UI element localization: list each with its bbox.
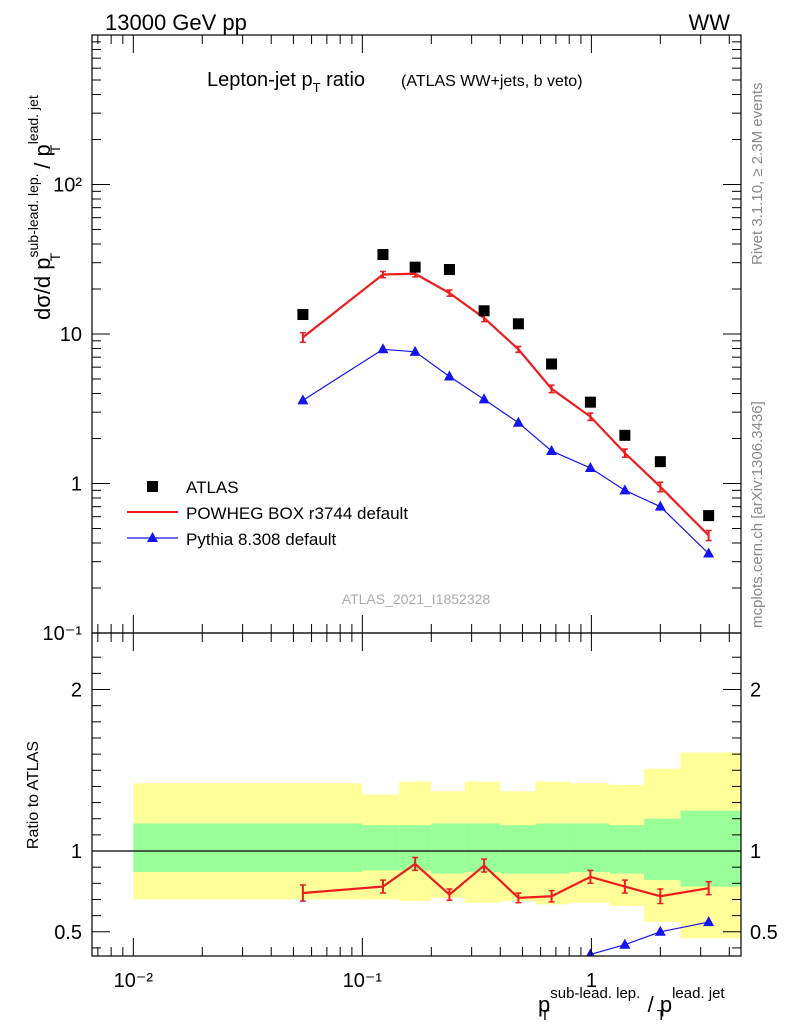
uncertainty-band-inner: [680, 810, 741, 887]
atlas-point: [297, 309, 309, 321]
pythia-point: [546, 444, 558, 455]
pythia-point: [377, 343, 389, 354]
ratio-pythia-point: [410, 963, 421, 973]
atlas-point: [478, 305, 490, 317]
y-label-slash: / p: [30, 144, 55, 175]
pythia-point: [512, 416, 524, 427]
atlas-point: [377, 249, 389, 261]
uncertainty-band-inner: [569, 823, 610, 873]
ratio-pythia-point: [654, 925, 666, 936]
atlas-point: [703, 510, 715, 522]
main-y-tick-label: 10: [60, 324, 82, 346]
ratio-y-tick-label-right: 2: [750, 680, 761, 702]
mcplots-label: mcplots.cern.ch [arXiv:1306.3436]: [749, 401, 766, 628]
legend-marker-atlas: [147, 481, 158, 492]
ratio-pythia-line: [584, 921, 709, 956]
ratio-pythia-point: [444, 976, 455, 986]
y-label-d: dσ/d p: [30, 257, 55, 320]
main-axis-ticks: [92, 35, 741, 634]
x-label-sub2: T: [657, 1007, 666, 1024]
ratio-pythia-point: [479, 965, 490, 975]
energy-label: 13000 GeV pp: [105, 10, 247, 35]
atlas-point: [619, 429, 631, 441]
x-label-p1: p: [538, 992, 550, 1017]
plot-title-sub: T: [313, 80, 321, 95]
legend-label-pythia: Pythia 8.308 default: [186, 530, 337, 549]
y-label-sup2: lead. jet: [25, 95, 41, 144]
plot-title-tail: ratio: [321, 69, 365, 91]
atlas-point: [654, 456, 666, 468]
x-label-sup2: lead. jet: [672, 985, 725, 1002]
plot-subtitle: (ATLAS WW+jets, b veto): [401, 73, 583, 90]
main-y-label: dσ/d psub-lead. lep. T / plead. jet T: [25, 95, 63, 320]
y-label-sub1: T: [47, 252, 63, 261]
process-label: WW: [688, 10, 730, 35]
pythia-point: [443, 370, 455, 381]
main-y-tick-label: 10²: [53, 175, 82, 197]
uncertainty-band-inner: [133, 823, 363, 873]
uncertainty-band-inner: [464, 823, 501, 873]
ratio-panel: 0.5 0.5 1 1 2 2 10⁻² 10⁻¹ 1: [54, 632, 778, 992]
rivet-label: Rivet 3.1.10, ≥ 2.3M events: [749, 83, 766, 266]
main-panel: 10⁻¹ 1 10 10²: [43, 34, 742, 646]
ratio-pythia-point: [703, 916, 715, 927]
ratio-y-tick-label: 0.5: [54, 922, 82, 944]
uncertainty-band-inner: [609, 825, 645, 874]
x-axis-label: psub-lead. lep. T / plead. jet T: [538, 985, 725, 1024]
main-y-tick-label: 10⁻¹: [43, 623, 83, 645]
plot-title-main: Lepton-jet p: [207, 69, 313, 91]
ratio-pythia-point: [297, 963, 308, 973]
atlas-point: [409, 261, 421, 273]
pythia-point: [619, 484, 631, 495]
main-y-tick-labels: 10⁻¹ 1 10 10²: [43, 175, 83, 646]
legend: ATLAS POWHEG BOX r3744 default Pythia 8.…: [127, 478, 408, 549]
pythia-point: [654, 500, 666, 511]
ratio-y-tick-label: 1: [71, 841, 82, 863]
ratio-pythia-point: [513, 971, 524, 981]
legend-label-atlas: ATLAS: [186, 478, 239, 497]
legend-marker-pythia: [147, 532, 158, 542]
legend-label-powheg: POWHEG BOX r3744 default: [186, 504, 408, 523]
uncertainty-band-inner: [431, 823, 465, 874]
atlas-point: [584, 396, 596, 408]
atlas-point: [546, 358, 558, 370]
main-y-tick-label: 1: [71, 474, 82, 496]
uncertainty-band-inner: [362, 825, 400, 871]
x-tick-labels: 10⁻² 10⁻¹ 1: [114, 970, 597, 992]
ratio-y-tick-label-right: 1: [750, 841, 761, 863]
plot-title: Lepton-jet pT ratio: [207, 69, 365, 95]
atlas-point: [443, 264, 455, 276]
x-label-sub1: T: [540, 1007, 549, 1024]
x-tick-label: 1: [586, 970, 597, 992]
ratio-y-tick-label: 2: [71, 680, 82, 702]
uncertainty-band-inner: [644, 818, 681, 881]
x-label-slash: / p: [641, 992, 672, 1017]
x-tick-label: 10⁻²: [114, 970, 154, 992]
ratio-pythia-point: [546, 965, 557, 975]
pythia-point: [584, 461, 596, 472]
pythia-point: [409, 345, 421, 356]
ratio-pythia-point: [619, 938, 631, 949]
pythia-point: [297, 394, 309, 405]
y-label-sub2: T: [47, 144, 63, 153]
analysis-watermark: ATLAS_2021_I1852328: [342, 591, 491, 607]
x-label-sup1: sub-lead. lep.: [550, 985, 640, 1002]
ratio-pythia-point: [586, 948, 595, 956]
ratio-y-label: Ratio to ATLAS: [25, 741, 42, 849]
pythia-point: [478, 393, 490, 404]
atlas-point: [512, 318, 524, 330]
ratio-frame: [91, 632, 742, 957]
ratio-plot-area: [92, 752, 741, 986]
uncertainty-band-inner: [500, 825, 536, 874]
ratio-y-tick-label-right: 0.5: [750, 922, 778, 944]
ratio-y-tick-labels: 0.5 0.5 1 1 2 2: [54, 680, 778, 944]
y-label-sup1: sub-lead. lep.: [25, 173, 41, 257]
powheg-line: [302, 272, 710, 537]
uncertainty-band-inner: [535, 823, 570, 874]
main-plot-area: [297, 249, 715, 558]
ratio-axis-ticks: [92, 633, 741, 956]
pythia-point: [703, 547, 715, 558]
x-tick-label: 10⁻¹: [343, 970, 383, 992]
